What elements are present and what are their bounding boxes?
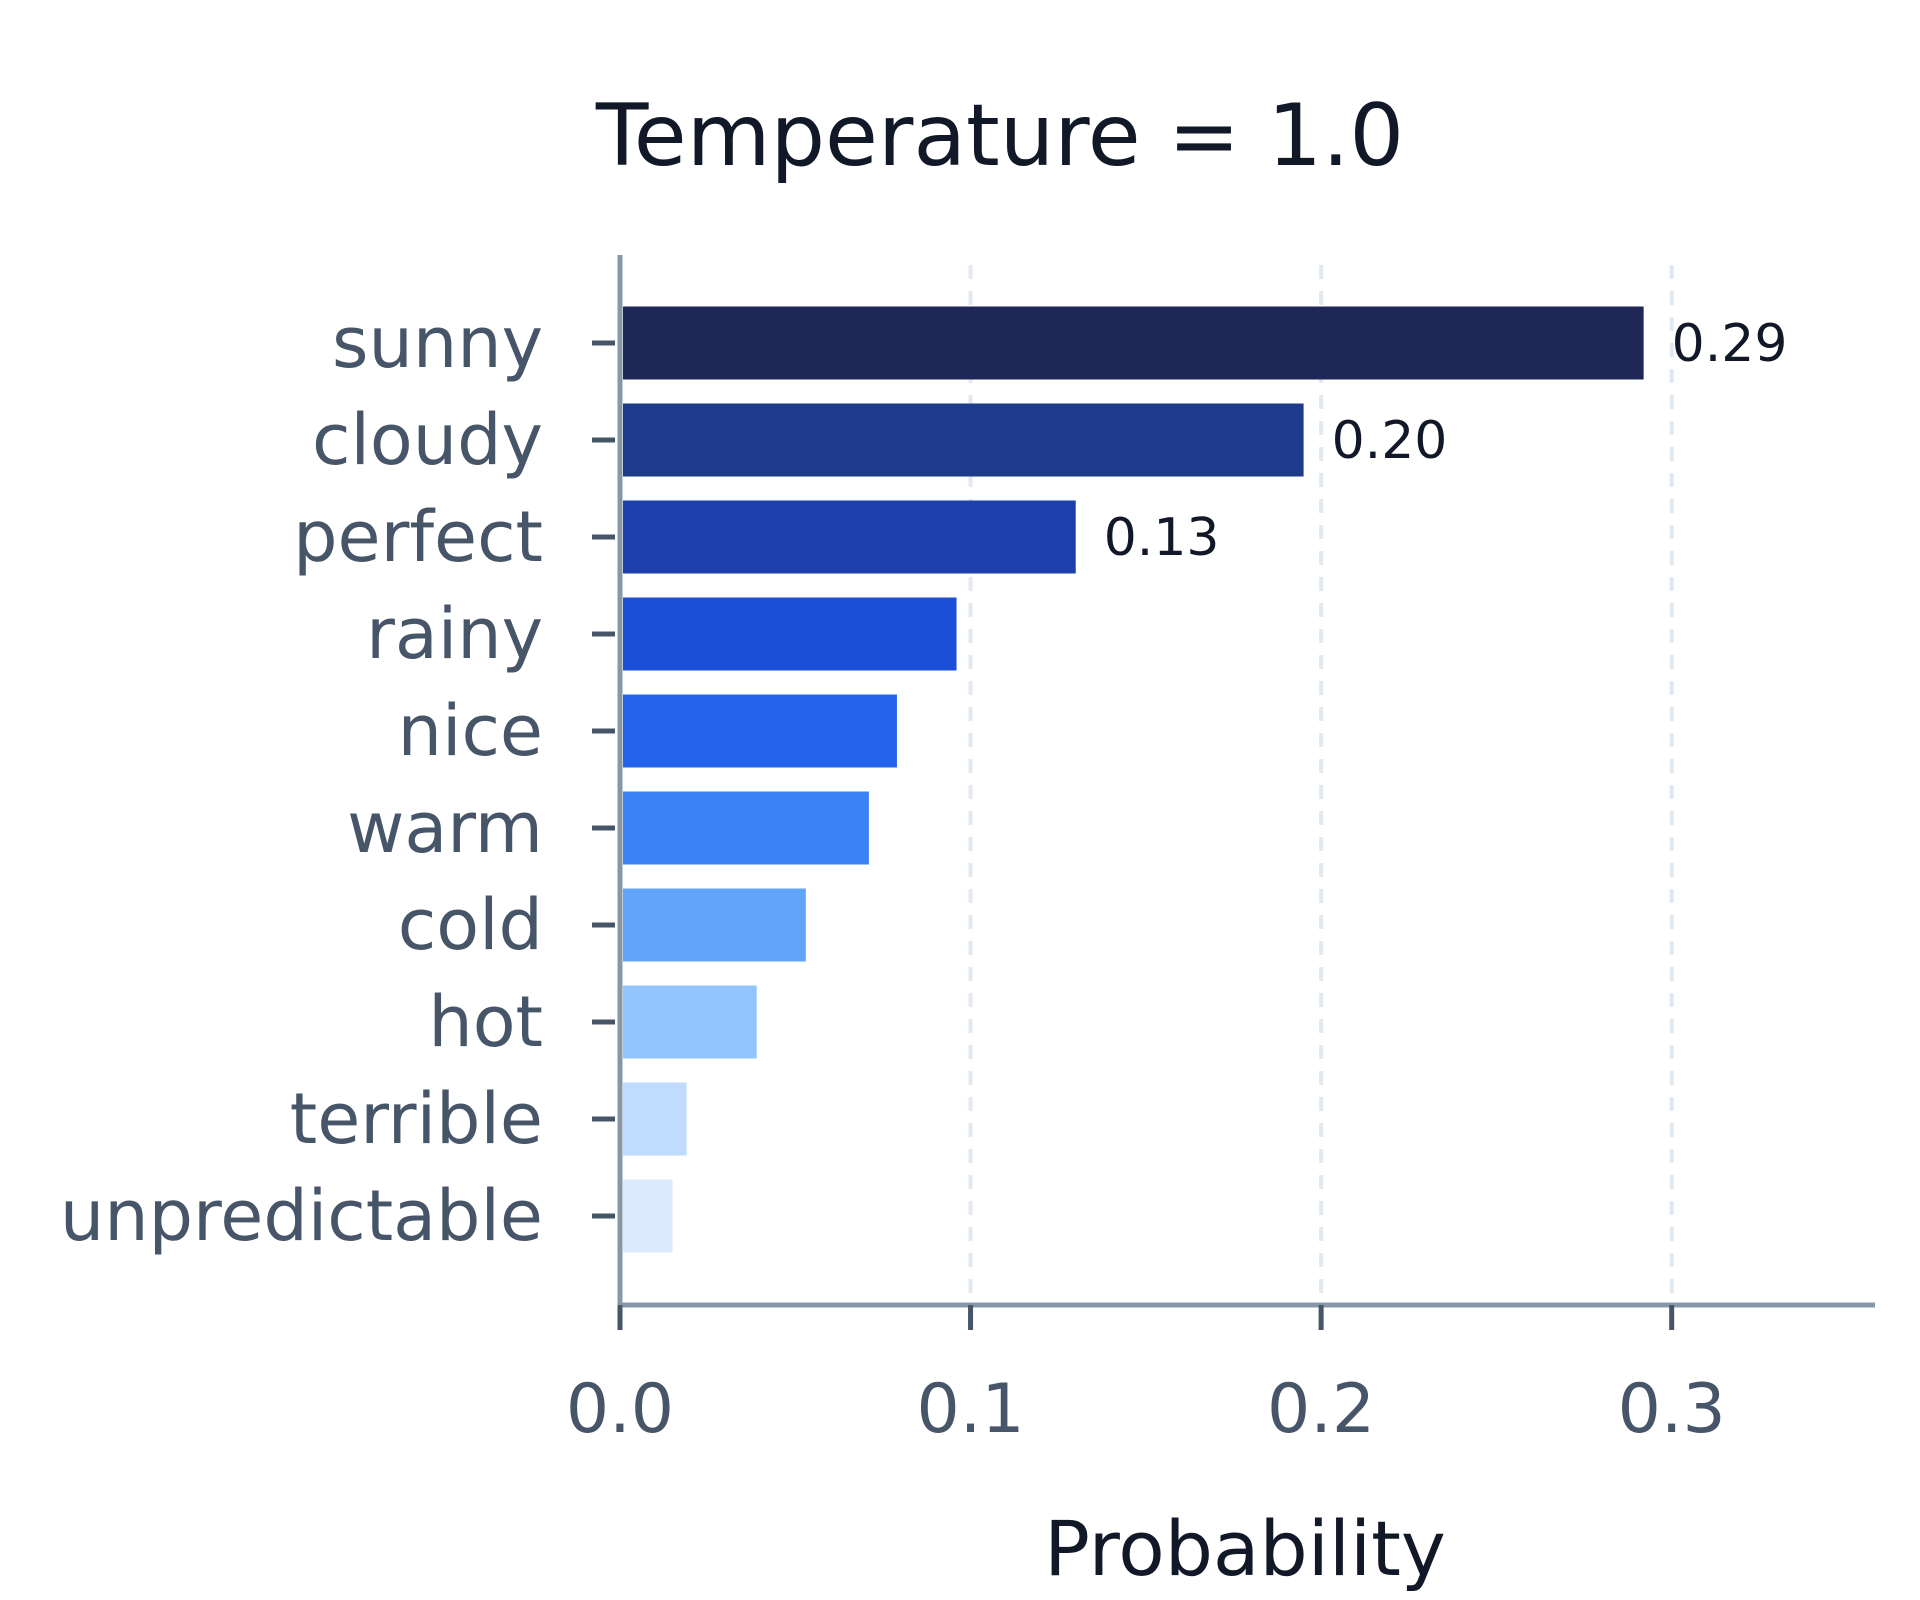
bars	[623, 306, 1644, 1253]
y-tick-label-terrible: terrible	[290, 1078, 543, 1160]
y-tick-label-warm: warm	[347, 787, 543, 869]
x-tick-label-0: 0.0	[566, 1370, 674, 1449]
bar-perfect	[623, 500, 1076, 574]
y-tick-label-sunny: sunny	[332, 302, 543, 384]
x-tick-label-3: 0.3	[1618, 1370, 1726, 1449]
chart-title: Temperature = 1.0	[595, 86, 1404, 186]
data-label-cloudy: 0.20	[1332, 411, 1448, 471]
bar-terrible	[623, 1082, 687, 1156]
bar-unpredictable	[623, 1179, 673, 1253]
x-axis-label: Probability	[1044, 1504, 1446, 1593]
bar-cloudy	[623, 403, 1304, 477]
y-tick-label-cloudy: cloudy	[312, 399, 543, 481]
bar-cold	[623, 888, 806, 962]
x-tick-label-1: 0.1	[916, 1370, 1024, 1449]
x-tick-label-2: 0.2	[1267, 1370, 1375, 1449]
bar-nice	[623, 694, 897, 768]
bar-sunny	[623, 306, 1644, 380]
y-tick-label-unpredictable: unpredictable	[60, 1175, 543, 1257]
bar-rainy	[623, 597, 957, 671]
grid-lines	[968, 265, 1674, 1305]
y-tick-label-nice: nice	[398, 690, 543, 772]
y-tick-label-rainy: rainy	[366, 593, 543, 675]
data-label-sunny: 0.29	[1672, 314, 1788, 374]
y-tick-label-hot: hot	[428, 981, 543, 1063]
axes	[592, 255, 1875, 1330]
y-tick-label-perfect: perfect	[293, 496, 543, 578]
bar-warm	[623, 791, 869, 865]
data-label-perfect: 0.13	[1104, 508, 1220, 568]
bar-hot	[623, 985, 757, 1059]
y-tick-label-cold: cold	[398, 884, 543, 966]
labels: sunny cloudy perfect rainy nice warm cold hot te…	[60, 302, 1788, 1449]
